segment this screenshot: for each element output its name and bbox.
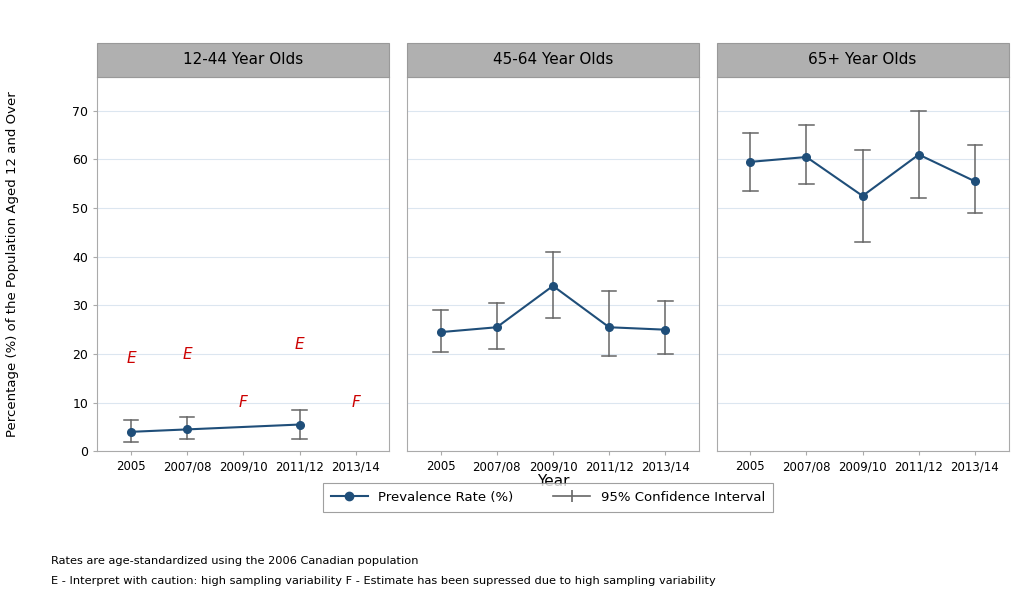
Text: E - Interpret with caution: high sampling variability F - Estimate has been supr: E - Interpret with caution: high samplin… [51,576,716,586]
Legend: Prevalence Rate (%), 95% Confidence Interval: Prevalence Rate (%), 95% Confidence Inte… [323,483,773,512]
Text: 65+ Year Olds: 65+ Year Olds [808,52,916,68]
Text: Year: Year [537,475,569,489]
Text: Rates are age-standardized using the 2006 Canadian population: Rates are age-standardized using the 200… [51,556,419,565]
Text: 12-44 Year Olds: 12-44 Year Olds [183,52,303,68]
Text: Percentage (%) of the Population Aged 12 and Over: Percentage (%) of the Population Aged 12… [6,91,18,437]
Text: 45-64 Year Olds: 45-64 Year Olds [493,52,613,68]
Text: E: E [182,346,191,362]
Text: E: E [295,336,304,352]
Text: F: F [351,395,360,410]
Text: E: E [126,351,136,367]
Text: F: F [239,395,248,410]
